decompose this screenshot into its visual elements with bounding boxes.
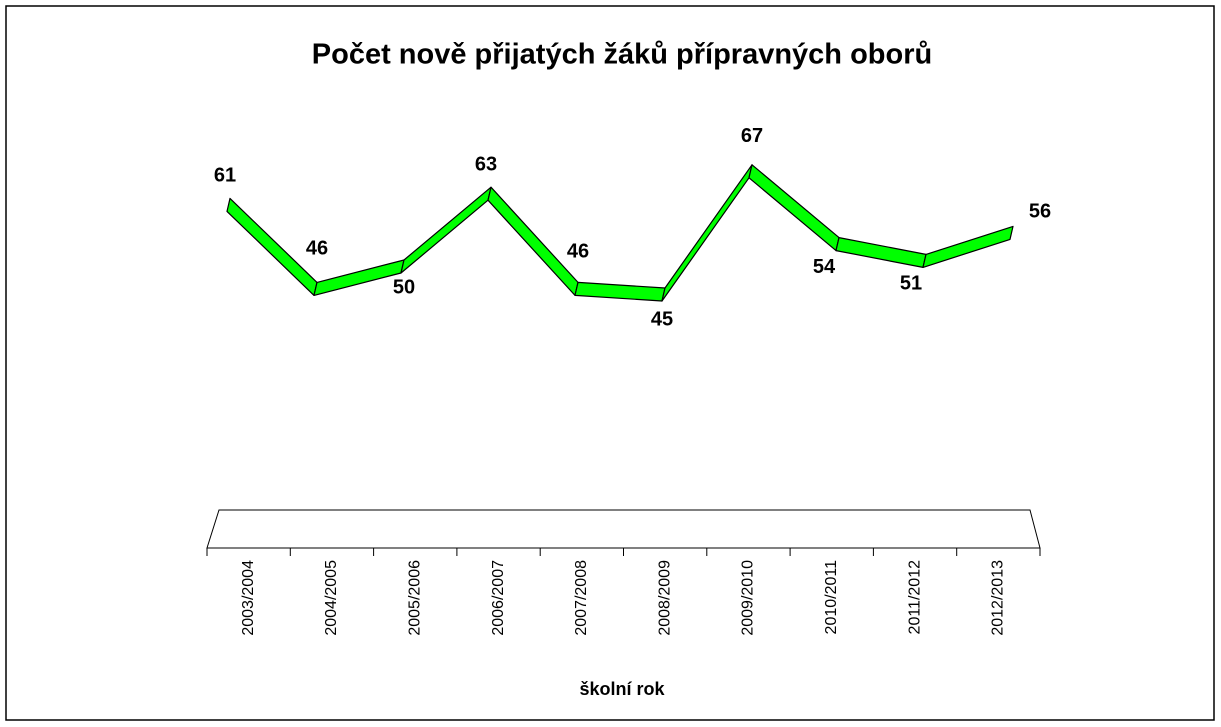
data-label: 45 bbox=[651, 308, 673, 330]
x-tick-label: 2012/2013 bbox=[990, 560, 1007, 636]
data-label: 51 bbox=[900, 273, 922, 295]
x-tick-label: 2004/2005 bbox=[323, 560, 340, 636]
x-tick-label: 2003/2004 bbox=[240, 560, 257, 636]
data-label: 46 bbox=[567, 241, 589, 263]
data-label: 67 bbox=[741, 125, 763, 147]
data-label: 54 bbox=[813, 256, 836, 278]
x-tick-label: 2011/2012 bbox=[906, 560, 923, 635]
x-tick-label: 2008/2009 bbox=[656, 560, 673, 636]
x-axis-label: školní rok bbox=[579, 679, 665, 699]
x-tick-label: 2005/2006 bbox=[406, 560, 423, 636]
floor bbox=[206, 509, 1041, 549]
x-tick-label: 2007/2008 bbox=[573, 560, 590, 636]
x-tick-label: 2006/2007 bbox=[490, 560, 507, 636]
x-tick-label: 2010/2011 bbox=[823, 560, 840, 635]
data-label: 63 bbox=[475, 153, 497, 175]
data-label: 61 bbox=[214, 165, 236, 187]
line-segment bbox=[922, 225, 1014, 268]
data-label: 56 bbox=[1029, 201, 1051, 223]
chart-frame bbox=[5, 5, 1215, 721]
data-label: 50 bbox=[393, 276, 415, 298]
data-label: 46 bbox=[306, 238, 328, 260]
chart-title: Počet nově přijatých žáků přípravných ob… bbox=[312, 39, 932, 71]
x-tick-label: 2009/2010 bbox=[740, 560, 757, 636]
